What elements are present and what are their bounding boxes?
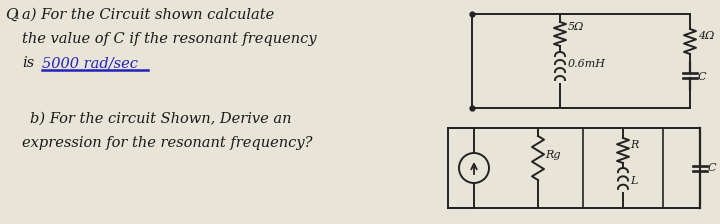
Text: 4Ω: 4Ω: [698, 31, 714, 41]
Text: the value of C if the resonant frequency: the value of C if the resonant frequency: [22, 32, 317, 46]
Text: C: C: [698, 72, 706, 82]
Text: a) For the Circuit shown calculate: a) For the Circuit shown calculate: [22, 8, 274, 22]
Text: Q: Q: [5, 8, 17, 22]
Text: expression for the resonant frequency?: expression for the resonant frequency?: [22, 136, 312, 150]
Text: Rg: Rg: [545, 150, 560, 160]
Text: 0.6mH: 0.6mH: [568, 59, 606, 69]
Text: 5Ω: 5Ω: [568, 22, 585, 32]
Text: 1: 1: [14, 12, 20, 21]
Text: L: L: [630, 176, 637, 186]
Text: R: R: [630, 140, 639, 150]
Text: b) For the circuit Shown, Derive an: b) For the circuit Shown, Derive an: [30, 112, 292, 126]
Text: is: is: [22, 56, 34, 70]
Text: 5000 rad/sec: 5000 rad/sec: [42, 56, 138, 70]
Text: C: C: [708, 163, 716, 173]
